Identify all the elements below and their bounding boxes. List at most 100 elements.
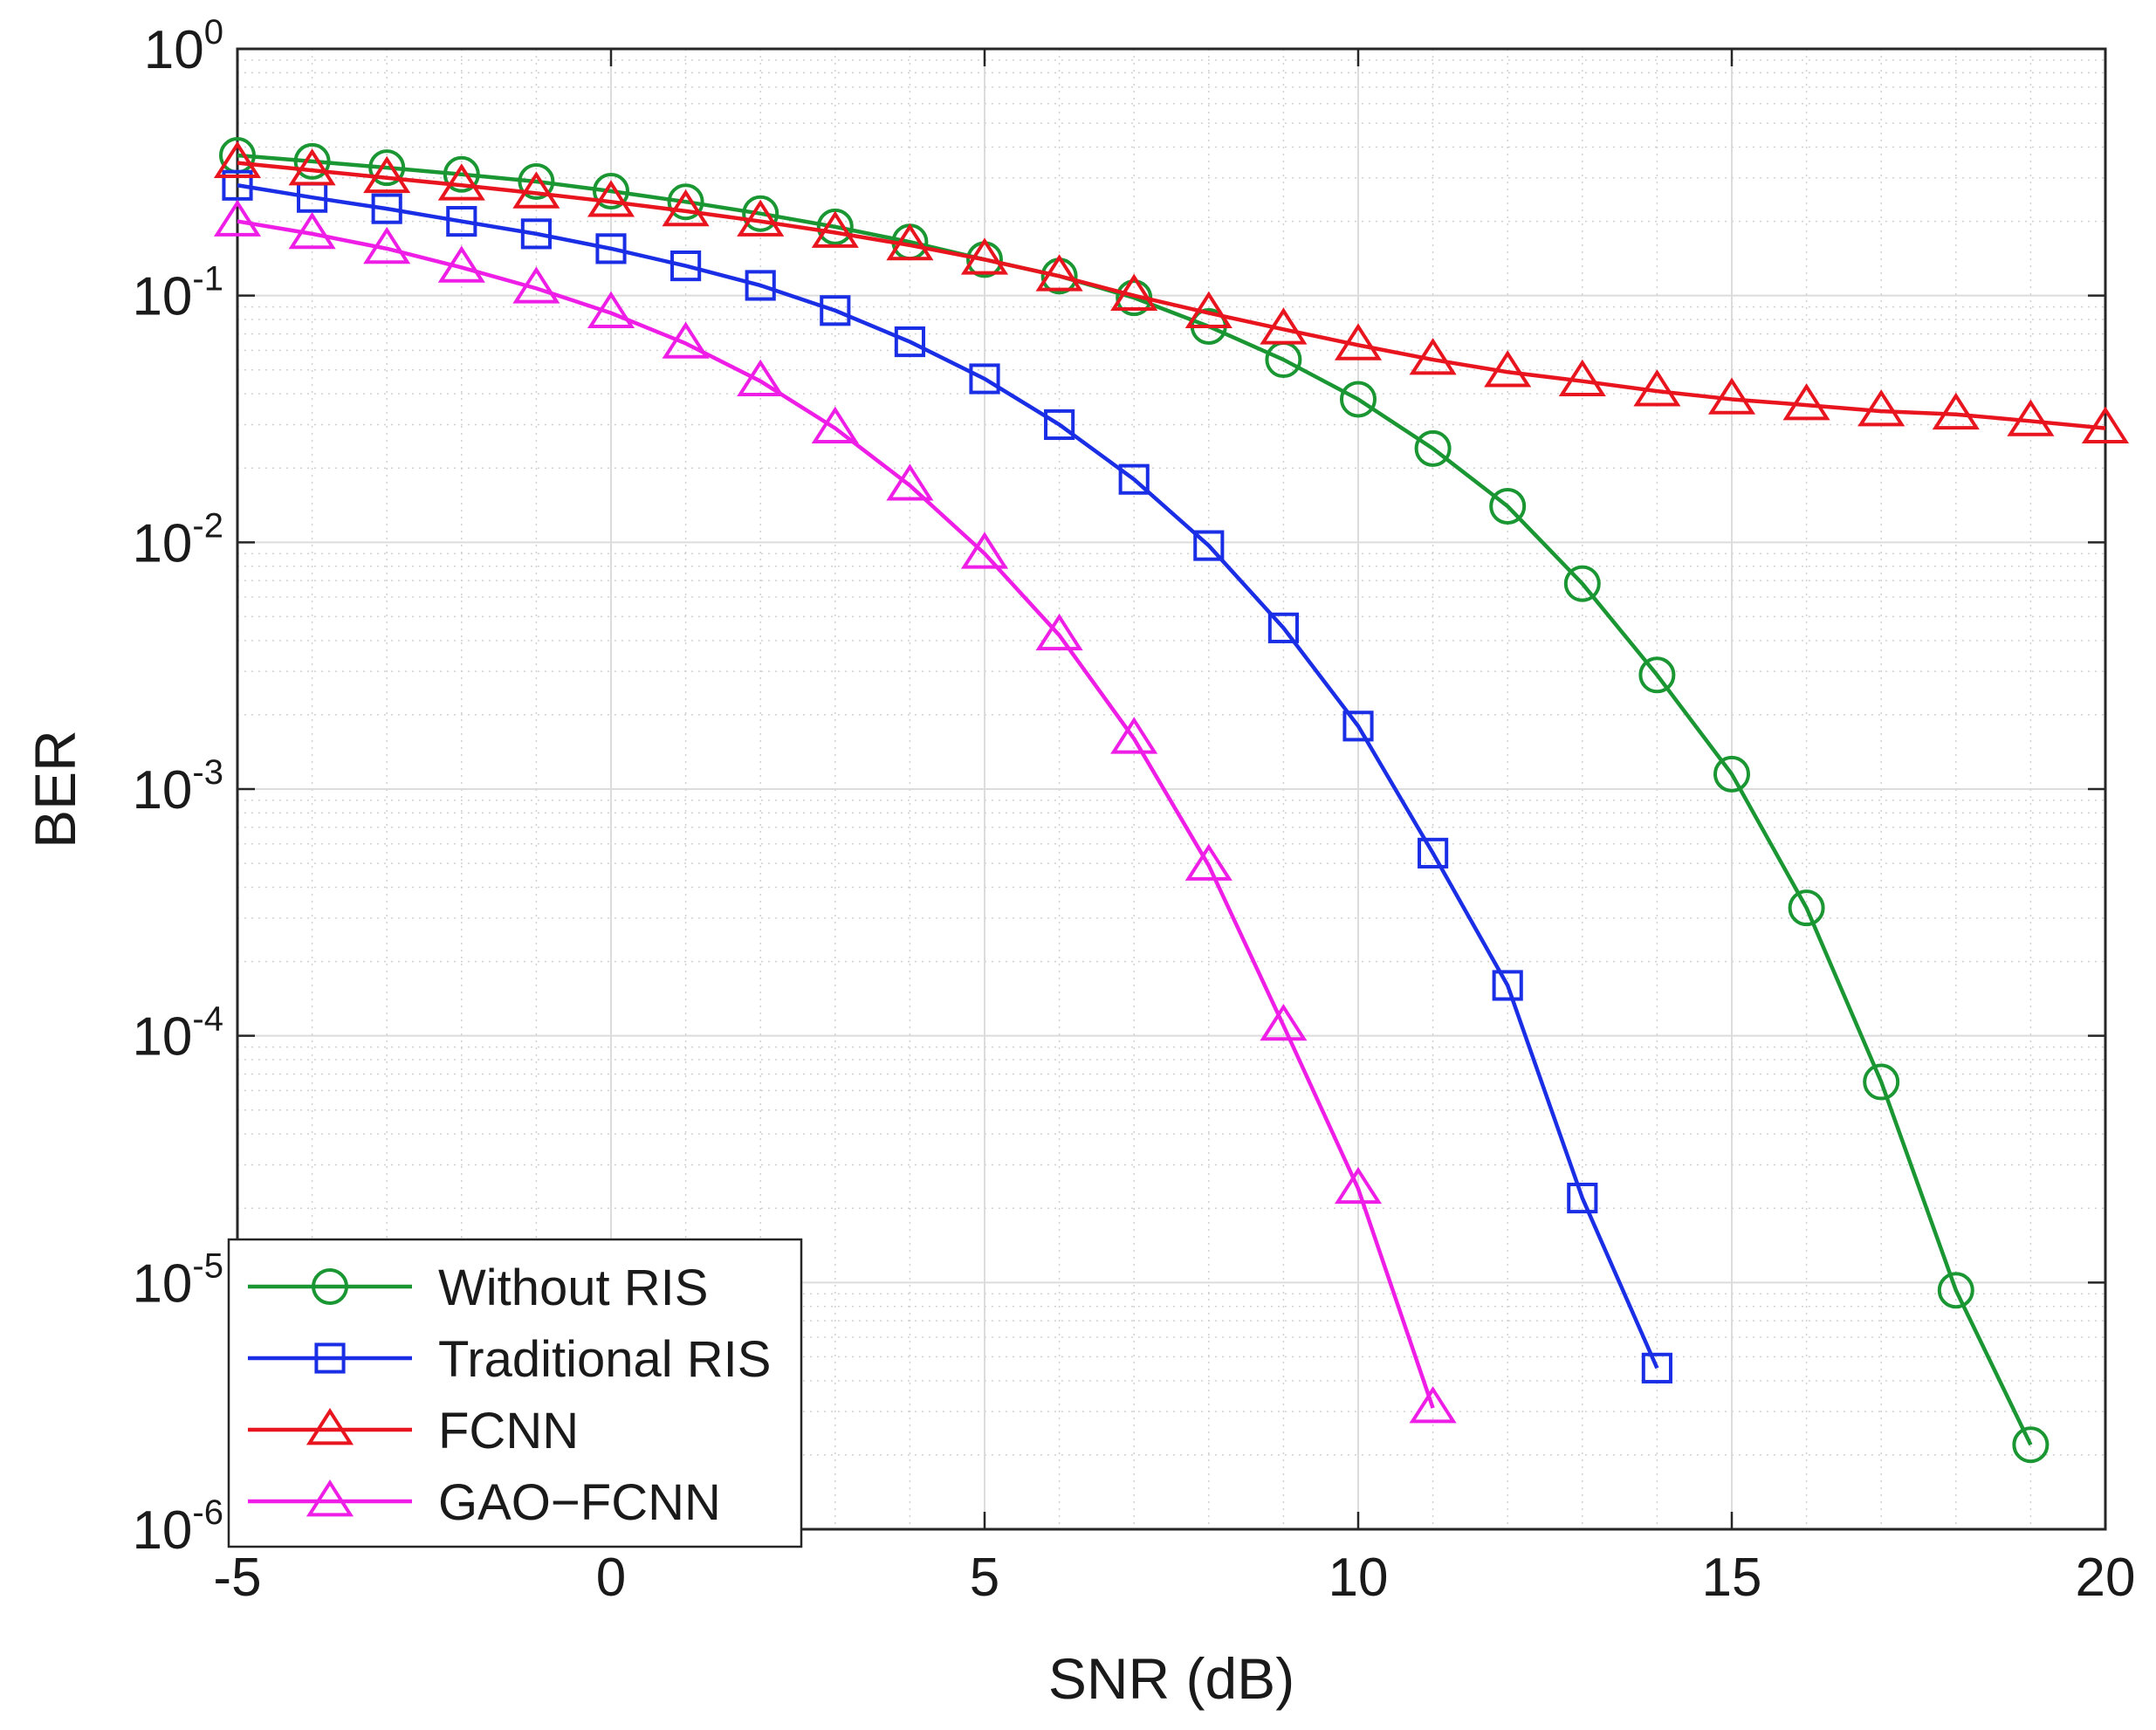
legend-label: Traditional RIS bbox=[438, 1331, 771, 1388]
data-point bbox=[1713, 755, 1750, 793]
data-point bbox=[371, 193, 402, 224]
legend-box bbox=[227, 1238, 803, 1548]
data-point bbox=[667, 183, 704, 221]
x-tick-label: 15 bbox=[1702, 1548, 1762, 1608]
data-point bbox=[587, 180, 635, 217]
y-tick-label: 10-2 bbox=[132, 506, 223, 573]
data-point bbox=[512, 266, 560, 304]
x-tick-label: 0 bbox=[596, 1548, 626, 1608]
data-point bbox=[811, 210, 859, 248]
legend-item: FCNN bbox=[248, 1403, 579, 1459]
x-axis-title: SNR (dB) bbox=[1048, 1646, 1294, 1711]
data-point bbox=[745, 270, 776, 301]
data-point bbox=[1567, 1182, 1598, 1214]
data-point bbox=[2012, 1426, 2050, 1464]
axes-layer: -5 0 5 10 15 20 100 10-1 10-2 10-3 10-4 10-5 10-6 bbox=[132, 13, 2135, 1608]
x-tick-label: 10 bbox=[1329, 1548, 1389, 1608]
data-point bbox=[437, 163, 485, 201]
data-point bbox=[662, 321, 710, 359]
y-tick-label: 10-5 bbox=[132, 1246, 223, 1314]
data-point bbox=[1334, 1166, 1383, 1205]
data-point bbox=[662, 189, 710, 227]
data-point bbox=[293, 142, 331, 180]
data-point bbox=[1184, 291, 1232, 328]
data-point bbox=[1782, 383, 1830, 421]
data-point bbox=[1558, 359, 1606, 397]
data-point bbox=[742, 195, 779, 232]
data-point bbox=[1633, 369, 1681, 407]
data-point bbox=[1110, 273, 1158, 311]
data-point bbox=[1267, 612, 1299, 643]
data-point bbox=[213, 141, 262, 178]
data-point bbox=[363, 155, 411, 194]
y-tick-label: 10-3 bbox=[132, 753, 223, 820]
data-point bbox=[737, 199, 785, 237]
data-point bbox=[737, 359, 785, 397]
data-point bbox=[1044, 408, 1075, 441]
data-point bbox=[1193, 530, 1225, 561]
data-point bbox=[1937, 1272, 1974, 1309]
y-tick-label: 10-6 bbox=[132, 1493, 223, 1561]
data-point bbox=[816, 208, 854, 245]
data-point bbox=[1260, 307, 1308, 345]
data-point bbox=[520, 218, 552, 250]
data-point bbox=[1342, 711, 1374, 742]
x-tick-label: 5 bbox=[970, 1548, 999, 1608]
data-point bbox=[1035, 254, 1083, 292]
x-tick-label: 20 bbox=[2076, 1548, 2136, 1608]
data-point bbox=[213, 199, 262, 237]
data-point bbox=[1260, 1003, 1308, 1041]
y-axis-title: BER bbox=[23, 730, 87, 848]
data-point bbox=[518, 162, 555, 200]
data-point bbox=[368, 149, 406, 187]
data-point bbox=[811, 406, 859, 443]
data-point bbox=[446, 205, 477, 237]
data-point bbox=[512, 171, 560, 209]
data-point bbox=[1035, 613, 1083, 651]
series-line bbox=[237, 153, 2033, 1446]
data-point bbox=[670, 251, 702, 282]
data-point bbox=[1932, 392, 1980, 430]
legend-item: GAO−FCNN bbox=[248, 1474, 721, 1531]
data-point bbox=[894, 326, 925, 358]
data-point bbox=[1489, 488, 1527, 525]
data-point bbox=[1184, 843, 1232, 881]
data-point bbox=[886, 463, 934, 501]
data-point bbox=[1409, 338, 1457, 375]
data-point bbox=[593, 173, 629, 210]
legend-label: FCNN bbox=[438, 1403, 579, 1459]
legend-label: GAO−FCNN bbox=[438, 1474, 721, 1531]
data-point bbox=[960, 237, 1009, 275]
data-point bbox=[1484, 350, 1532, 388]
data-point bbox=[1641, 1352, 1672, 1383]
data-point bbox=[437, 245, 485, 283]
data-point bbox=[969, 363, 1000, 395]
y-tick-label: 10-4 bbox=[132, 1000, 223, 1068]
data-point bbox=[595, 233, 627, 264]
y-tick-label: 10-1 bbox=[132, 260, 223, 327]
data-point bbox=[1409, 1386, 1457, 1424]
data-point bbox=[288, 211, 336, 250]
data-point bbox=[1788, 889, 1825, 927]
series-line bbox=[237, 219, 1435, 1409]
data-point bbox=[1863, 1063, 1900, 1101]
series-gao-fcnn bbox=[213, 199, 1457, 1424]
data-point bbox=[222, 169, 253, 201]
data-point bbox=[2081, 406, 2130, 443]
data-point bbox=[1707, 377, 1756, 415]
legend-marker bbox=[306, 1408, 354, 1445]
legend-item: Without RIS bbox=[248, 1260, 708, 1316]
data-point bbox=[2007, 399, 2055, 436]
data-point bbox=[1110, 717, 1158, 754]
series-without-ris bbox=[219, 137, 2050, 1464]
data-point bbox=[1418, 837, 1449, 868]
data-point bbox=[443, 155, 480, 193]
series-layer bbox=[213, 137, 2130, 1464]
data-point bbox=[587, 291, 635, 328]
data-point bbox=[288, 148, 336, 186]
data-point bbox=[1857, 389, 1905, 427]
series-traditional-ris bbox=[222, 169, 1672, 1383]
data-point bbox=[1118, 463, 1150, 495]
data-point bbox=[1334, 323, 1383, 360]
